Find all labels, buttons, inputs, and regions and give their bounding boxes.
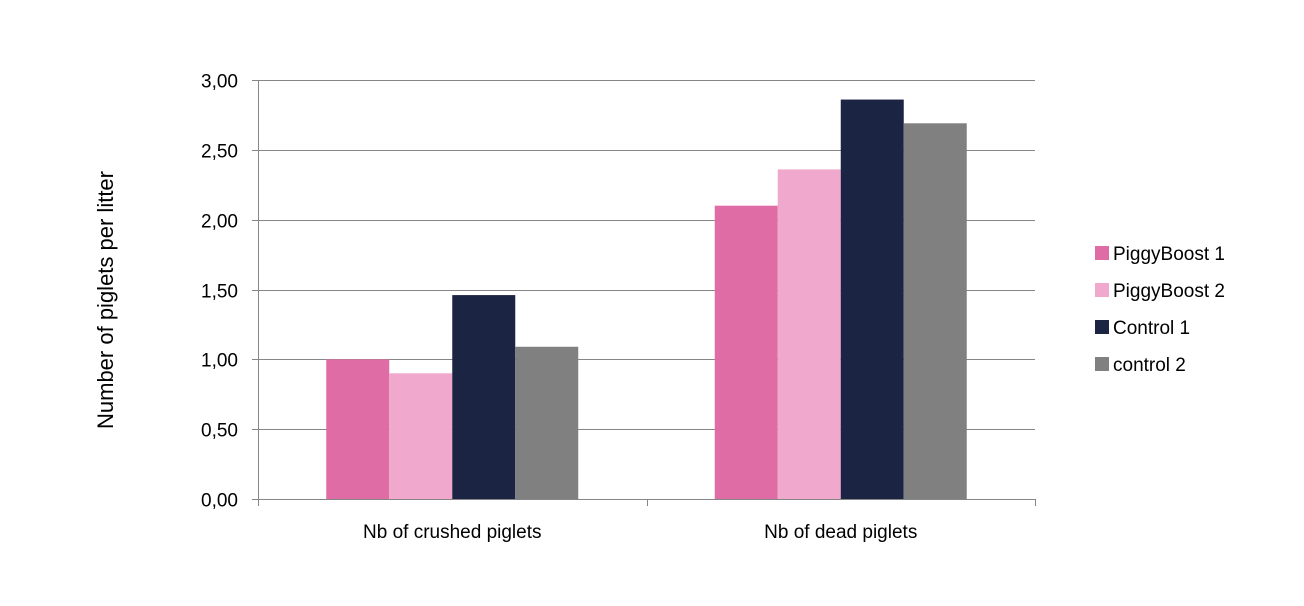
y-tick-label: 2,50 (201, 142, 238, 163)
y-tick-labels: 0,00 0,50 1,00 1,50 2,00 2,50 3,00 (201, 72, 238, 512)
legend-swatch (1095, 320, 1109, 334)
bar (452, 295, 516, 499)
legend-label: PiggyBoost 2 (1113, 281, 1225, 302)
bar (515, 346, 579, 499)
axes (252, 80, 1036, 506)
x-category-label: Nb of dead piglets (764, 522, 917, 543)
x-category-label: Nb of crushed piglets (363, 522, 542, 543)
bar (326, 359, 390, 499)
legend-swatch (1095, 246, 1109, 260)
legend-swatch (1095, 283, 1109, 297)
bar (714, 205, 778, 499)
y-tick-label: 0,00 (201, 491, 238, 512)
y-axis-title: Number of piglets per litter (93, 171, 118, 429)
bar (777, 169, 841, 500)
legend-label: Control 1 (1113, 318, 1190, 339)
bar (389, 373, 453, 499)
bar (903, 123, 967, 500)
y-tick-label: 2,00 (201, 212, 238, 233)
y-tick-label: 1,50 (201, 282, 238, 303)
legend: PiggyBoost 1 PiggyBoost 2 Control 1 control… (1095, 244, 1225, 376)
legend-label: control 2 (1113, 355, 1186, 376)
y-tick-label: 3,00 (201, 72, 238, 93)
bars (326, 99, 967, 500)
bar (840, 99, 904, 499)
x-category-labels: Nb of crushed piglets Nb of dead piglets (363, 522, 917, 543)
legend-label: PiggyBoost 1 (1113, 244, 1225, 265)
legend-swatch (1095, 357, 1109, 371)
y-tick-label: 1,00 (201, 351, 238, 372)
y-tick-label: 0,50 (201, 421, 238, 442)
